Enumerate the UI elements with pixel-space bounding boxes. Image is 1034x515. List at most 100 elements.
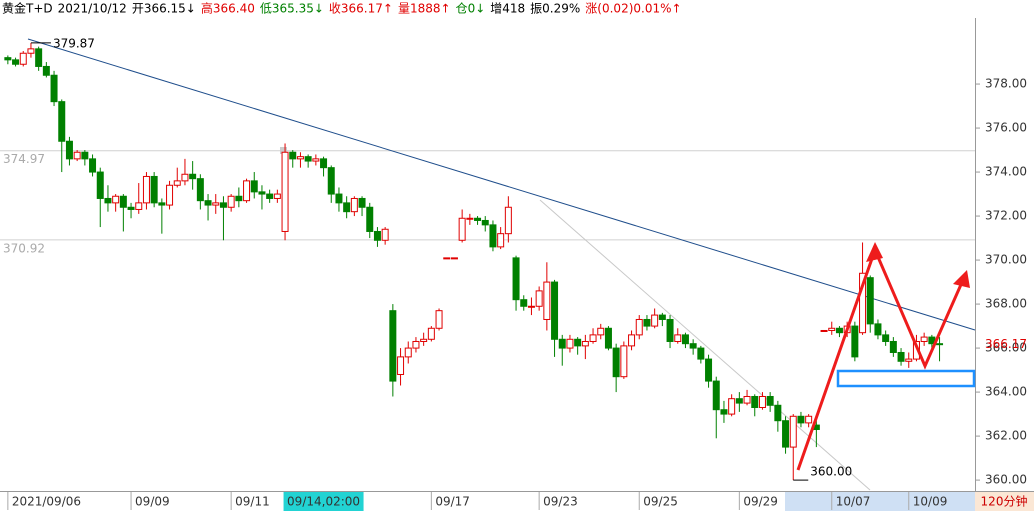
candle-body	[296, 156, 304, 160]
candle-body	[4, 57, 12, 61]
support-box	[836, 369, 976, 388]
candle-body	[50, 74, 58, 103]
header-item: 收366.17↑	[329, 2, 393, 16]
candle-body	[320, 158, 328, 169]
candle-body	[181, 173, 189, 182]
x-tick-label: 10/09	[913, 495, 948, 509]
arrow-head	[953, 270, 970, 288]
candle-body	[196, 178, 204, 202]
candle-body	[866, 277, 874, 325]
candle-body	[158, 202, 166, 206]
candle-body	[404, 347, 412, 358]
candle-body	[227, 195, 235, 208]
candle-body	[250, 180, 258, 193]
period-box	[975, 492, 1034, 511]
candle-body	[427, 327, 435, 340]
last-price-label: 366.17	[985, 337, 1027, 351]
candle-body	[628, 334, 636, 347]
candle-body	[343, 202, 351, 213]
header-item: 涨(0.02)0.01%↑	[585, 1, 681, 16]
candle-body	[835, 327, 843, 334]
period-label: 120分钟	[981, 494, 1028, 509]
candle-body	[189, 173, 197, 180]
candle-body	[389, 310, 397, 382]
y-tick-label: 378.00	[985, 77, 1027, 91]
header-item: 振0.29%	[530, 2, 580, 16]
candle-body	[820, 329, 828, 332]
candle-body	[474, 217, 482, 221]
candle-body	[335, 193, 343, 204]
x-tick-label: 09/29	[743, 495, 778, 509]
candle-body	[782, 420, 790, 448]
header-item: 开366.15↓	[132, 2, 196, 16]
header-item: 仓0↓	[456, 2, 486, 16]
candle-body	[266, 193, 274, 199]
candle-body	[481, 219, 489, 226]
candle-body	[859, 272, 867, 334]
candle-body	[420, 338, 428, 342]
y-tick-label: 366.00	[985, 341, 1027, 355]
candle-body	[458, 217, 466, 241]
candle-body	[520, 299, 528, 307]
x-tick-label: 09/11	[235, 495, 270, 509]
candle-body	[882, 334, 890, 342]
candle-body	[12, 59, 20, 65]
candle-body	[828, 327, 836, 331]
candle-body	[81, 151, 89, 160]
candle-body	[443, 257, 451, 260]
candle-body	[104, 197, 112, 204]
candle-body	[797, 415, 805, 424]
y-tick-label: 370.00	[985, 253, 1027, 267]
y-tick-label: 364.00	[985, 385, 1027, 399]
candle-body	[35, 48, 43, 67]
candle-body	[774, 404, 782, 422]
candle-body	[327, 167, 335, 195]
candle-body	[697, 347, 705, 360]
x-tick-label: 09/09	[135, 495, 170, 509]
candle-body	[489, 224, 497, 248]
candle-body	[597, 327, 605, 336]
range-highlight	[785, 492, 975, 511]
candle-body	[535, 290, 543, 307]
trend-line	[27, 38, 976, 331]
candle-body	[281, 151, 289, 232]
candle-body	[604, 327, 612, 349]
candle-body	[42, 65, 50, 76]
min-label: 360.00	[810, 465, 852, 479]
marker-square	[280, 147, 287, 154]
header-item: 高366.40	[201, 1, 255, 16]
candle-body	[497, 233, 505, 248]
x-tick-label: 09/23	[543, 495, 578, 509]
candle-body	[851, 325, 859, 358]
candle-body	[504, 206, 512, 235]
header-item: 量1888↑	[398, 2, 451, 16]
y-tick-label: 372.00	[985, 209, 1027, 223]
candle-body	[358, 197, 366, 208]
candle-body	[350, 197, 358, 213]
candle-body	[728, 398, 736, 415]
candle-body	[312, 158, 320, 162]
x-label-highlight	[283, 492, 364, 511]
candle-body	[766, 395, 774, 406]
candle-body	[712, 380, 720, 411]
candle-body	[166, 184, 174, 206]
candle-body	[905, 358, 913, 362]
candle-body	[142, 175, 150, 204]
candle-body	[243, 180, 251, 202]
candle-body	[574, 338, 582, 347]
candle-body	[258, 191, 266, 195]
candle-body	[204, 200, 212, 206]
candle-body	[397, 356, 405, 375]
candle-body	[805, 415, 813, 424]
header-item: 2021/10/12	[58, 2, 127, 16]
candle-body	[681, 334, 689, 345]
x-tick-label: 09/25	[643, 495, 678, 509]
candle-body	[381, 228, 389, 241]
candle-body	[789, 415, 797, 448]
trend-line-2	[539, 199, 871, 491]
candle-body	[920, 336, 928, 342]
candle-body	[897, 351, 905, 362]
candle-body	[666, 318, 674, 342]
candle-body	[212, 202, 220, 206]
arrow-head	[866, 242, 883, 262]
